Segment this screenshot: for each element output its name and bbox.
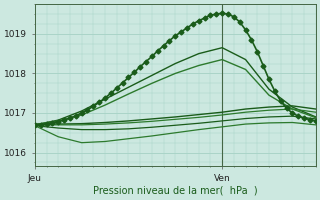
X-axis label: Pression niveau de la mer(  hPa  ): Pression niveau de la mer( hPa ) (93, 186, 258, 196)
